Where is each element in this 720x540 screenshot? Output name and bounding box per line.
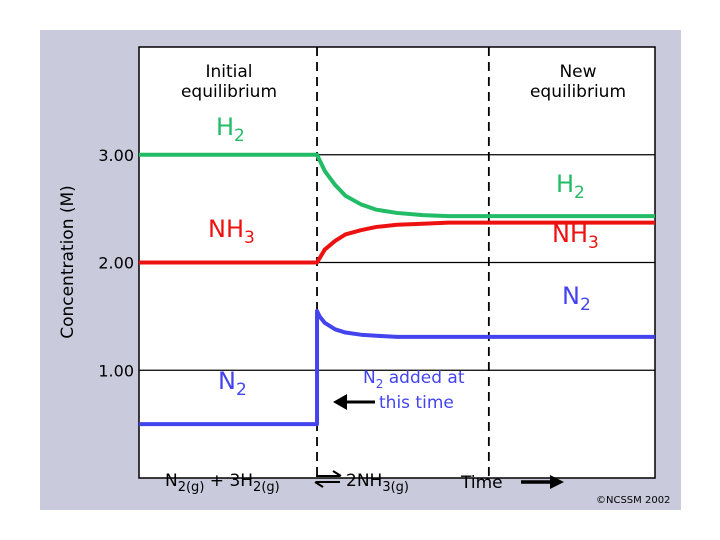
x-axis-label: Time xyxy=(460,473,503,493)
series-label-h2-right: H2 xyxy=(556,170,585,203)
series-line-n2 xyxy=(139,308,655,427)
series-label-nh3-right: NH3 xyxy=(552,220,599,253)
series-line-nh3 xyxy=(139,220,655,265)
annotation-arrow xyxy=(333,394,375,410)
annotation-line1: N2 added at xyxy=(363,368,465,391)
region-label-initial-1: Initial xyxy=(205,62,252,82)
y-tick-label: 2.00 xyxy=(98,254,134,273)
region-label-new-2: equilibrium xyxy=(530,82,626,102)
chart-svg: 3.00 2.00 1.00 Concentration (M) Initial e… xyxy=(58,46,670,506)
annotation-line2: this time xyxy=(379,393,454,413)
chart-panel: 3.00 2.00 1.00 Concentration (M) Initial e… xyxy=(40,30,681,510)
y-tick-label: 3.00 xyxy=(98,146,134,165)
series-label-nh3-left: NH3 xyxy=(208,215,255,248)
y-tick-label: 1.00 xyxy=(98,361,134,380)
series-label-h2-left: H2 xyxy=(216,113,245,146)
series-label-n2-right: N2 xyxy=(562,282,591,315)
region-label-initial-2: equilibrium xyxy=(181,82,277,102)
copyright: ©NCSSM 2002 xyxy=(596,495,670,506)
region-label-new-1: New xyxy=(559,62,596,82)
series-line-h2 xyxy=(139,152,655,219)
equation-product: 2NH3(g) xyxy=(346,471,409,495)
y-axis-label: Concentration (M) xyxy=(58,185,78,339)
equilibrium-arrows-icon xyxy=(314,470,342,488)
equation: N2(g) + 3H2(g) xyxy=(165,471,280,495)
series-label-n2-left: N2 xyxy=(218,367,247,400)
time-arrow-icon xyxy=(521,475,564,489)
